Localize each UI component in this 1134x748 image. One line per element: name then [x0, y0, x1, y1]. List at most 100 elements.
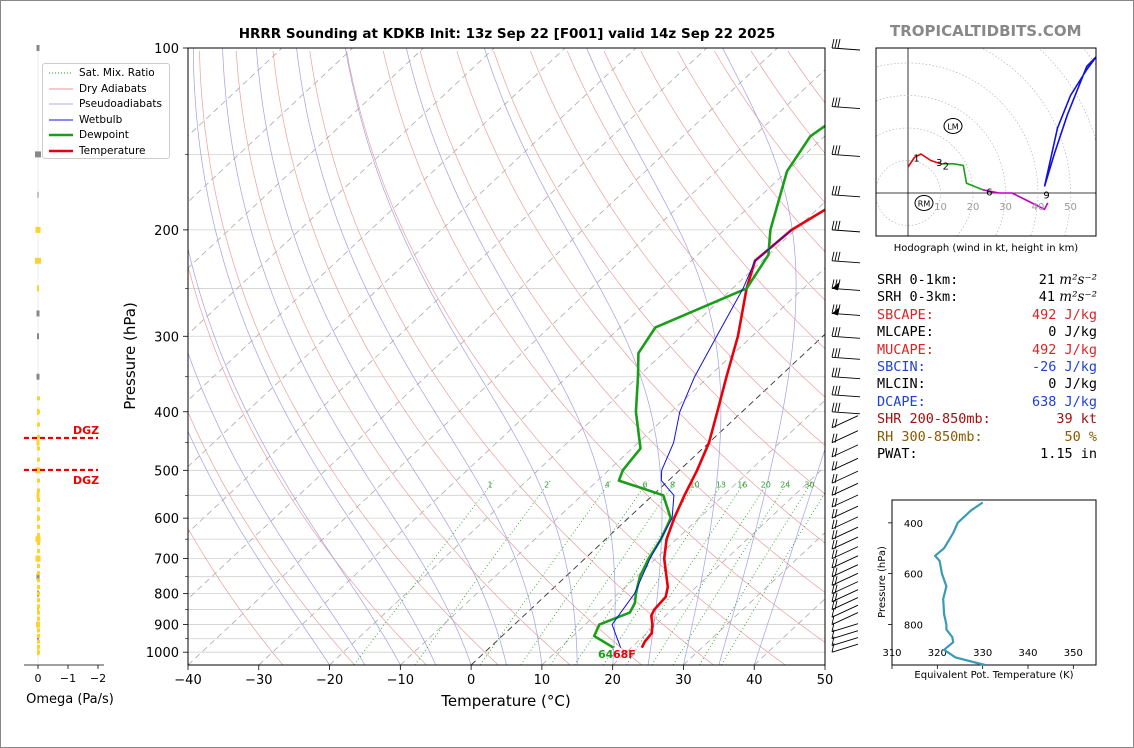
- skewt-xlabel: Temperature (°C): [440, 692, 570, 710]
- hodo-lm-label: LM: [947, 123, 958, 132]
- stat-label: DCAPE:: [877, 393, 926, 410]
- hodo-ring: [876, 62, 1039, 236]
- mix-ratio-label: 4: [605, 481, 610, 490]
- barb-feather: [831, 447, 835, 457]
- stat-row: MUCAPE: 492 J/kg: [877, 342, 1097, 359]
- omega-bar: [37, 610, 40, 615]
- barb-staff: [831, 597, 859, 610]
- stat-label: SRH 0-1km:: [877, 272, 959, 288]
- dry-adiabat: [677, 50, 825, 253]
- wind-barb: [831, 612, 859, 625]
- stat-value-number: 492 J/kg: [1031, 341, 1097, 358]
- barb-feather: [831, 402, 835, 412]
- dry-adiabat: [493, 50, 825, 495]
- barb-staff: [831, 526, 859, 540]
- dry-adiabat: [714, 50, 825, 204]
- x-tick-label: 20: [604, 673, 621, 688]
- wind-barb: [831, 516, 859, 530]
- wind-barb: [831, 629, 859, 640]
- wind-barb: [831, 622, 859, 633]
- barb-staff: [831, 505, 859, 519]
- y-tick-label: 500: [154, 464, 179, 479]
- hodo-segment: [907, 153, 941, 168]
- omega-bar: [37, 507, 40, 512]
- barb-feather: [831, 608, 835, 618]
- omega-bar: [37, 498, 40, 503]
- barb-staff: [831, 572, 859, 586]
- wind-barb: [831, 643, 859, 653]
- barb-feather: [834, 486, 838, 496]
- theta-x-tick-label: 340: [1018, 648, 1037, 659]
- barb-feather: [834, 447, 838, 457]
- barb-staff: [831, 335, 861, 339]
- wind-barb: [831, 385, 861, 398]
- hodo-height-label: 9: [1043, 191, 1049, 202]
- barb-feather: [834, 576, 838, 586]
- wind-barb: [831, 415, 859, 429]
- dry-adiabat: [382, 50, 825, 643]
- mix-ratio-label: 1: [487, 481, 492, 490]
- barb-staff: [831, 470, 859, 484]
- barb-feather: [831, 348, 835, 358]
- barb-feather: [831, 327, 835, 337]
- barb-feather: [831, 145, 835, 155]
- barb-pennant: [832, 282, 839, 291]
- theta-x-tick-label: 330: [973, 648, 992, 659]
- x-tick-label: −40: [174, 673, 201, 688]
- barb-staff: [831, 356, 861, 360]
- stat-label: SBCIN:: [877, 359, 926, 376]
- dry-adiabat: [272, 50, 643, 665]
- barb-feather: [831, 97, 835, 107]
- barb-feather: [834, 327, 838, 337]
- barb-feather: [831, 592, 835, 602]
- stat-label: RH 300-850mb:: [877, 428, 983, 445]
- barb-feather: [834, 418, 838, 428]
- stat-value-number: 21: [1038, 272, 1056, 288]
- hodo-ring-label: 10: [934, 202, 947, 213]
- barb-feather: [831, 279, 835, 289]
- dgz-label-top: DGZ: [73, 424, 99, 437]
- theta-y-tick-label: 600: [904, 570, 923, 581]
- pseudo-adiabat: [188, 247, 401, 665]
- wind-barb: [831, 470, 859, 484]
- stat-row: DCAPE: 638 J/kg: [877, 394, 1097, 411]
- theta-ylabel: Pressure (hPa): [877, 546, 888, 618]
- hodo-height-label: 1: [913, 153, 919, 164]
- barb-feather: [837, 97, 841, 107]
- skewt-legend: Sat. Mix. Ratio Dry Adiabats Pseudoadiab…: [42, 63, 170, 159]
- barb-feather: [831, 539, 835, 550]
- isotherm-line: [188, 48, 637, 468]
- y-tick-label: 800: [154, 588, 179, 603]
- theta-e-line: [934, 501, 986, 667]
- barb-staff: [831, 444, 859, 458]
- barb-staff: [831, 153, 861, 157]
- stat-value-number: 41: [1038, 289, 1056, 306]
- omega-x-tick-label: −2: [90, 672, 106, 685]
- barb-feather: [834, 600, 838, 610]
- isotherm-line: [188, 48, 707, 534]
- isotherm-line: [188, 48, 424, 269]
- barb-staff: [831, 643, 859, 653]
- surface-dewpoint-label: 64: [598, 648, 614, 661]
- isotherm-line: [188, 48, 566, 401]
- pseudo-adiabat: [296, 48, 543, 665]
- barb-feather: [831, 530, 835, 540]
- legend-item-wetbulb: Wetbulb: [49, 114, 122, 126]
- chart-title: HRRR Sounding at KDKB Init: 13z Sep 22 […: [238, 26, 776, 42]
- mix-ratio-line: [479, 480, 612, 665]
- skewt-ylabel: Pressure (hPa): [121, 302, 139, 410]
- wind-barb: [831, 367, 861, 380]
- barb-feather: [831, 367, 835, 377]
- x-tick-label: 30: [675, 673, 692, 688]
- dry-adiabat: [603, 50, 825, 350]
- stat-label: MLCAPE:: [877, 324, 934, 341]
- barb-feather: [831, 418, 835, 428]
- stat-value-number: 39 kt: [1056, 411, 1097, 428]
- wind-barb: [831, 38, 861, 51]
- dry-adiabat: [346, 50, 786, 665]
- barb-feather: [834, 348, 838, 358]
- barb-feather: [834, 433, 838, 443]
- omega-bar: [37, 633, 40, 638]
- pseudo-adiabat: [188, 351, 366, 665]
